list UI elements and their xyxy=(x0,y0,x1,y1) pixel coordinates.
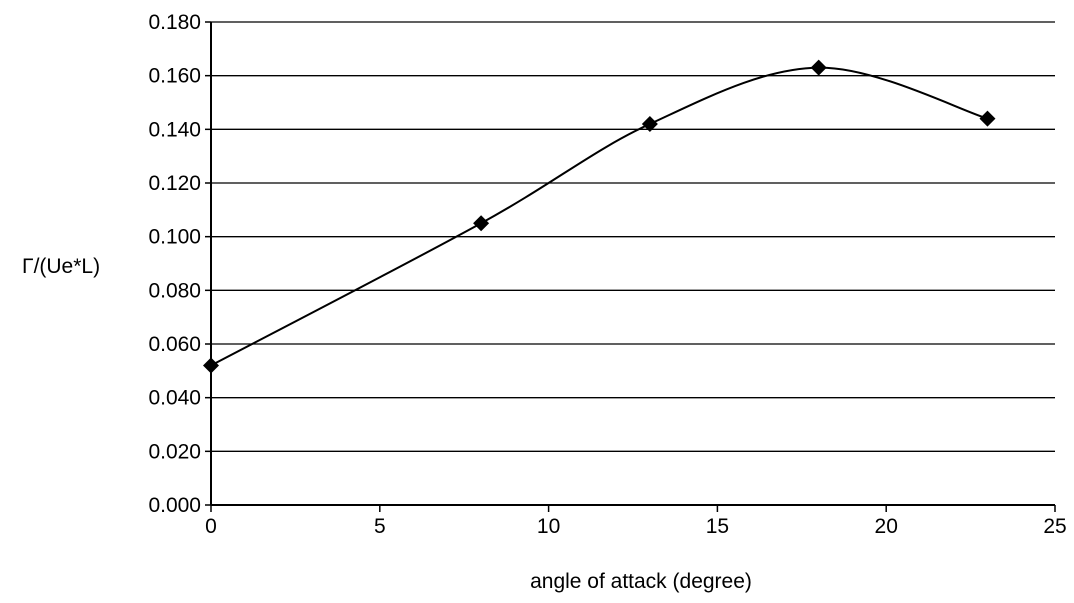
y-tick-label: 0.080 xyxy=(148,279,201,302)
y-axis-ticks: 0.000 0.020 0.040 0.060 0.080 0.100 0.120 0.140… xyxy=(148,11,211,517)
x-tick-label: 15 xyxy=(706,515,729,538)
x-tick-label: 0 xyxy=(205,515,217,538)
series-line xyxy=(210,66,988,367)
data-point-marker xyxy=(203,357,219,374)
series-markers xyxy=(203,59,996,374)
x-tick-label: 25 xyxy=(1043,515,1066,538)
y-tick-label: 0.180 xyxy=(148,11,201,34)
y-tick-label: 0.120 xyxy=(148,172,201,195)
x-axis-ticks: 0 5 10 15 20 25 xyxy=(205,505,1067,538)
x-tick-label: 20 xyxy=(875,515,898,538)
y-tick-label: 0.040 xyxy=(148,387,201,410)
y-tick-label: 0.140 xyxy=(148,118,201,141)
y-tick-label: 0.000 xyxy=(148,494,201,517)
y-tick-label: 0.100 xyxy=(148,226,201,249)
data-point-marker xyxy=(473,215,490,232)
x-tick-label: 10 xyxy=(537,515,560,538)
y-tick-label: 0.020 xyxy=(148,440,201,463)
gridlines xyxy=(211,21,1055,452)
x-axis-title: angle of attack (degree) xyxy=(530,570,752,593)
y-axis-title: Γ/(Ue*L) xyxy=(22,255,100,278)
data-point-marker xyxy=(979,110,996,127)
data-point-marker xyxy=(641,115,658,132)
y-tick-label: 0.160 xyxy=(148,65,201,88)
y-tick-label: 0.060 xyxy=(148,333,201,356)
data-point-marker xyxy=(810,59,827,76)
x-tick-label: 5 xyxy=(374,515,386,538)
